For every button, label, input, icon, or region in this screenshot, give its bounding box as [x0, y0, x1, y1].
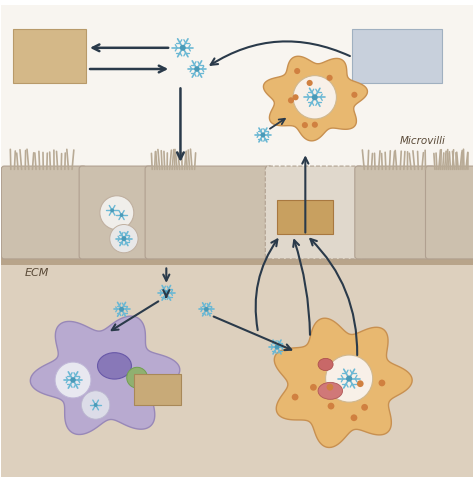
Circle shape — [347, 376, 352, 381]
Circle shape — [82, 391, 110, 419]
Circle shape — [195, 67, 199, 71]
Circle shape — [127, 367, 147, 388]
Text: ECM: ECM — [25, 268, 49, 278]
Polygon shape — [264, 56, 367, 141]
Circle shape — [292, 394, 299, 401]
Circle shape — [357, 380, 364, 387]
Circle shape — [379, 379, 385, 387]
FancyBboxPatch shape — [79, 166, 155, 259]
Circle shape — [110, 225, 138, 253]
Polygon shape — [274, 318, 412, 447]
Circle shape — [261, 133, 264, 137]
FancyBboxPatch shape — [1, 166, 86, 259]
Circle shape — [111, 209, 113, 212]
FancyBboxPatch shape — [145, 166, 273, 259]
Circle shape — [164, 291, 168, 295]
Circle shape — [292, 94, 299, 100]
FancyBboxPatch shape — [1, 260, 473, 477]
FancyBboxPatch shape — [13, 29, 86, 83]
Ellipse shape — [98, 353, 131, 379]
Ellipse shape — [318, 382, 343, 399]
Circle shape — [293, 76, 337, 119]
FancyBboxPatch shape — [1, 5, 473, 185]
Text: Microvilli: Microvilli — [400, 136, 446, 147]
Circle shape — [205, 308, 208, 311]
Polygon shape — [30, 316, 180, 434]
Circle shape — [120, 308, 123, 311]
FancyBboxPatch shape — [426, 166, 474, 259]
Circle shape — [307, 80, 313, 86]
Circle shape — [361, 404, 368, 411]
FancyBboxPatch shape — [265, 166, 366, 259]
Circle shape — [310, 384, 317, 391]
FancyBboxPatch shape — [134, 375, 182, 405]
Circle shape — [302, 122, 308, 128]
Circle shape — [275, 345, 279, 349]
Circle shape — [181, 45, 185, 50]
Circle shape — [120, 214, 123, 216]
Circle shape — [326, 355, 373, 402]
FancyBboxPatch shape — [1, 256, 473, 265]
Circle shape — [288, 97, 294, 104]
Circle shape — [351, 415, 357, 421]
FancyBboxPatch shape — [277, 200, 333, 234]
Circle shape — [294, 68, 300, 74]
FancyBboxPatch shape — [355, 166, 435, 259]
FancyBboxPatch shape — [353, 29, 442, 83]
Circle shape — [312, 95, 317, 100]
Ellipse shape — [318, 358, 333, 371]
Circle shape — [122, 237, 126, 241]
Circle shape — [327, 75, 333, 81]
Circle shape — [312, 121, 318, 128]
Circle shape — [327, 384, 333, 390]
Circle shape — [55, 362, 91, 398]
Circle shape — [94, 404, 97, 406]
Circle shape — [100, 196, 134, 230]
Circle shape — [71, 378, 75, 382]
Circle shape — [328, 402, 335, 410]
Circle shape — [351, 92, 357, 98]
